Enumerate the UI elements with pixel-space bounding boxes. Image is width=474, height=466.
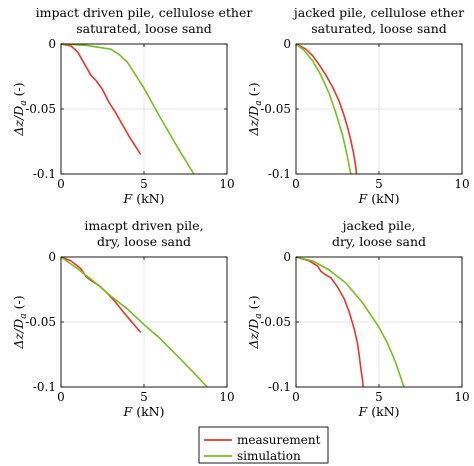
x-tick-label: 0	[57, 390, 65, 404]
y-tick-label: -0.1	[33, 167, 56, 181]
x-axis-label: F (kN)	[358, 191, 400, 206]
y-axis-subscript: a	[254, 313, 264, 318]
x-axis-unit: (kN)	[367, 404, 399, 419]
y-tick-label: 0	[48, 250, 56, 264]
y-axis-variable: Δz/D	[11, 106, 26, 137]
y-axis-unit: (-)	[246, 82, 261, 100]
y-axis-label: Δz/Da (-)	[246, 82, 264, 136]
y-axis-variable: Δz/D	[11, 319, 26, 350]
legend-label-simulation: simulation	[237, 449, 301, 463]
y-axis-variable: Δz/D	[246, 106, 261, 137]
series-line-simulation	[60, 43, 195, 175]
panel-title-line: jacked pile, cellulose ether	[292, 5, 464, 20]
x-tick-label: 10	[219, 177, 234, 191]
panel-title-line: saturated, loose sand	[311, 21, 447, 36]
y-tick-label: 0	[48, 37, 56, 51]
x-tick-label: 5	[140, 177, 148, 191]
series-line-measurement	[295, 43, 358, 175]
y-axis-label: Δz/Da (-)	[246, 295, 264, 349]
x-tick-label: 5	[375, 177, 383, 191]
y-tick-label: -0.05	[260, 102, 291, 116]
panel-title-line: imacpt driven pile,	[84, 218, 203, 233]
y-axis-unit: (-)	[246, 295, 261, 313]
y-axis-subscript: a	[254, 100, 264, 105]
x-tick-label: 0	[57, 177, 65, 191]
y-tick-label: -0.05	[25, 102, 56, 116]
panel-1: 0 5 10 0 -0.05 -0.1 impact driven pile, cellul…	[11, 5, 252, 206]
x-tick-label: 10	[454, 390, 469, 404]
y-axis-label: Δz/Da (-)	[11, 82, 29, 136]
y-tick-label: -0.1	[268, 167, 291, 181]
series-line-simulation	[295, 43, 352, 175]
y-tick-label: -0.05	[25, 315, 56, 329]
series-line-measurement	[295, 256, 364, 388]
y-tick-label: -0.1	[268, 380, 291, 394]
y-tick-label: -0.1	[33, 380, 56, 394]
y-axis-subscript: a	[19, 313, 29, 318]
panel-title-line: dry, loose sand	[332, 234, 426, 249]
panel-4: 0 5 10 0 -0.05 -0.1 jacked pile,dry, loose san…	[246, 218, 470, 419]
x-axis-variable: F	[123, 191, 134, 206]
y-tick-label: 0	[283, 250, 291, 264]
panel-title-line: saturated, loose sand	[76, 21, 212, 36]
legend-label-measurement: measurement	[237, 433, 321, 447]
panel-3: 0 5 10 0 -0.05 -0.1 imacpt driven pile,dry, lo…	[11, 218, 235, 419]
x-tick-label: 5	[140, 390, 148, 404]
x-axis-unit: (kN)	[132, 404, 164, 419]
x-tick-label: 0	[292, 390, 300, 404]
legend-box	[198, 426, 329, 464]
series-line-simulation	[60, 256, 208, 388]
legend: measurement simulation	[198, 426, 329, 464]
y-axis-label: Δz/Da (-)	[11, 295, 29, 349]
series-line-simulation	[295, 256, 405, 388]
y-axis-variable: Δz/D	[246, 319, 261, 350]
x-axis-unit: (kN)	[367, 191, 399, 206]
x-axis-label: F (kN)	[123, 191, 165, 206]
panel-2: 0 5 10 0 -0.05 -0.1 jacked pile, cellulose eth…	[246, 5, 470, 206]
x-tick-label: 10	[454, 177, 469, 191]
y-tick-label: -0.05	[260, 315, 291, 329]
x-axis-variable: F	[358, 404, 369, 419]
x-axis-label: F (kN)	[123, 404, 165, 419]
panel-title-line: dry, loose sand	[97, 234, 191, 249]
y-axis-subscript: a	[19, 100, 29, 105]
x-tick-label: 0	[292, 177, 300, 191]
x-axis-label: F (kN)	[358, 404, 400, 419]
panel-title-line: jacked pile,	[341, 218, 416, 233]
x-tick-label: 10	[219, 390, 234, 404]
y-axis-unit: (-)	[11, 82, 26, 100]
x-axis-variable: F	[123, 404, 134, 419]
panel-title-line: impact driven pile, cellulose ether	[36, 5, 253, 20]
y-tick-label: 0	[283, 37, 291, 51]
x-tick-label: 5	[375, 390, 383, 404]
y-axis-unit: (-)	[11, 295, 26, 313]
x-axis-unit: (kN)	[132, 191, 164, 206]
x-axis-variable: F	[358, 191, 369, 206]
series-line-measurement	[60, 43, 142, 155]
